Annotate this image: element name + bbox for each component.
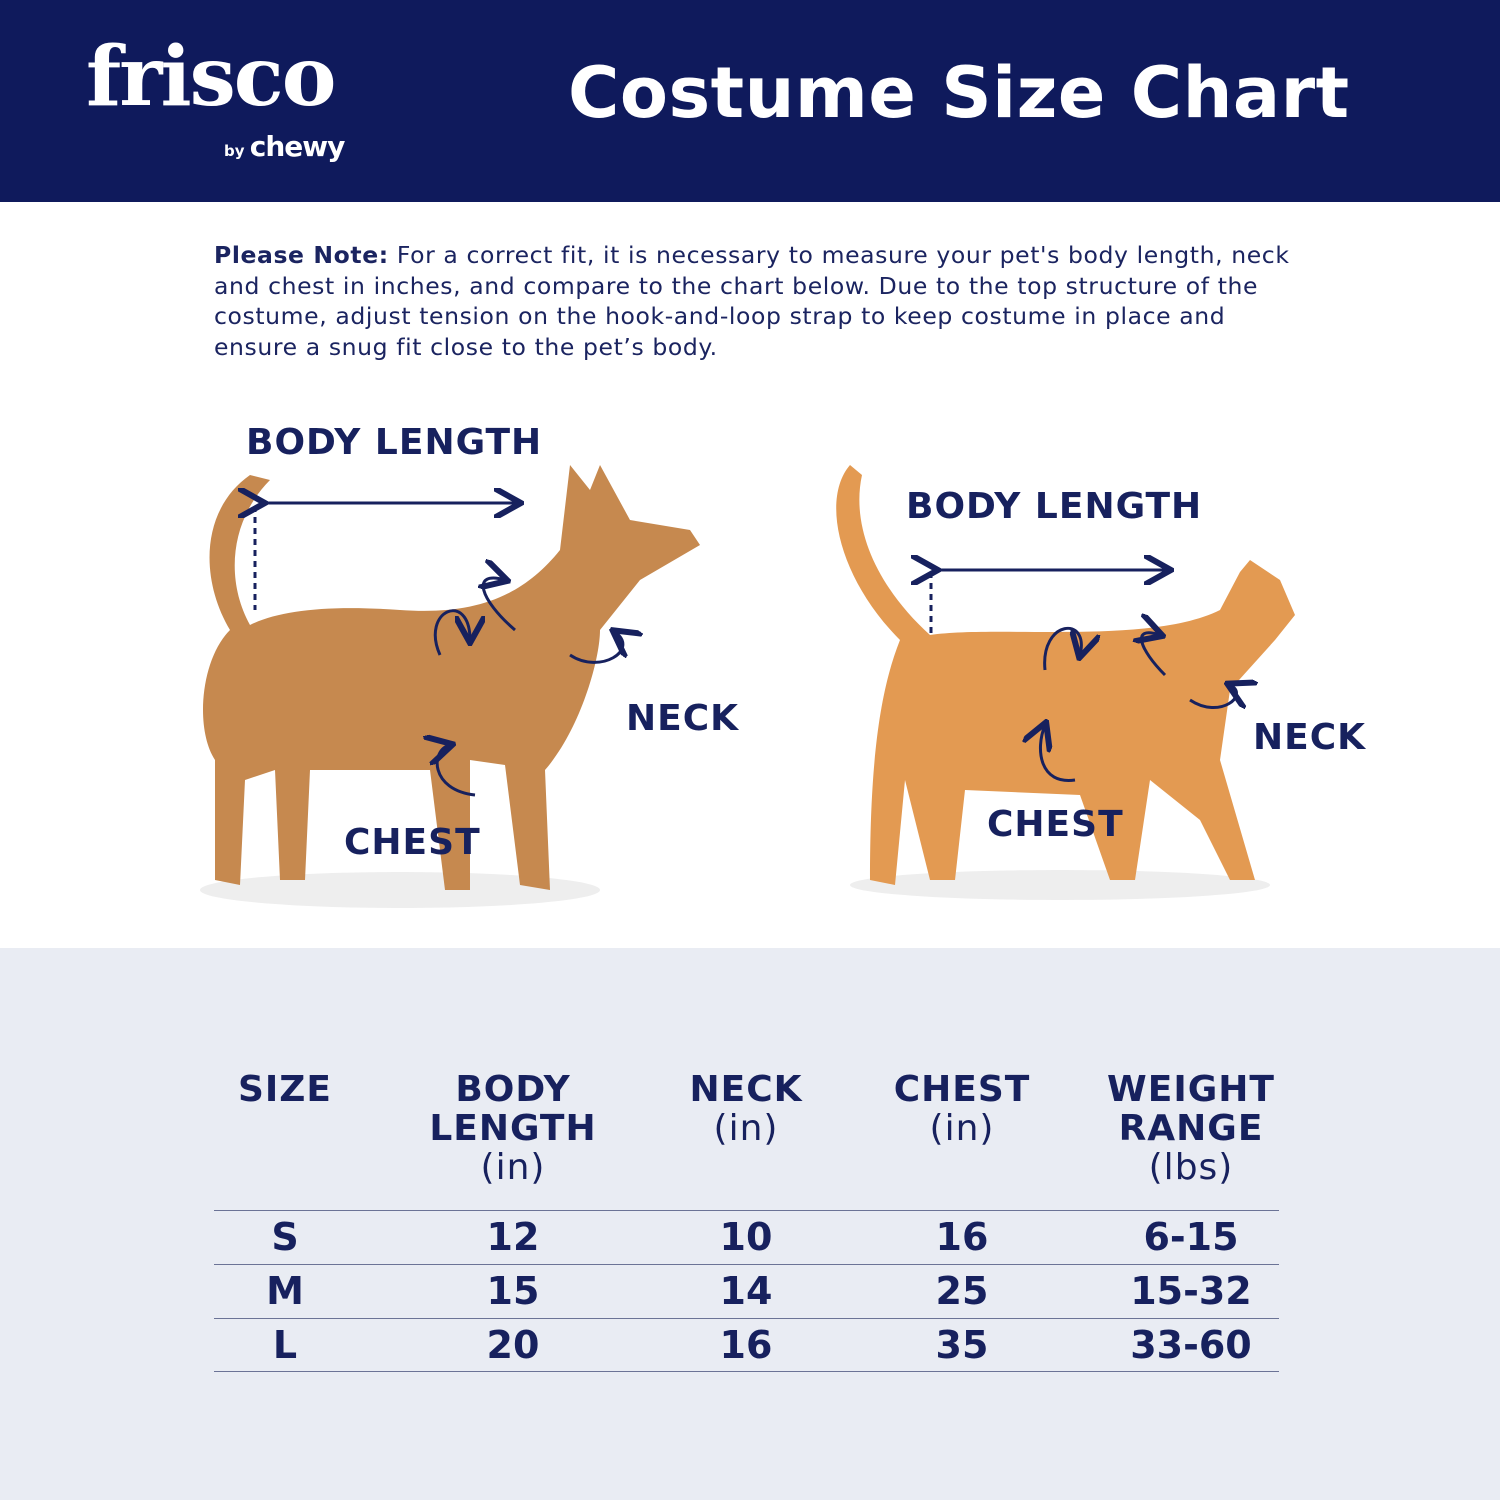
- pet-measurement-illustration: [200, 465, 1295, 908]
- table-cell: 35: [935, 1323, 989, 1367]
- table-cell: S: [271, 1215, 299, 1259]
- table-row: M 15 14 25 15-32: [214, 1264, 1279, 1318]
- table-cell: 15-32: [1130, 1269, 1252, 1313]
- dog-chest-arrow: [437, 745, 476, 797]
- table-row: L 20 16 35 33-60: [214, 1318, 1279, 1372]
- table-cell: M: [266, 1269, 304, 1313]
- table-cell: 6-15: [1143, 1215, 1239, 1259]
- page-title: Costume Size Chart: [568, 52, 1350, 134]
- table-cell: 16: [719, 1323, 773, 1367]
- table-cell: 16: [935, 1215, 989, 1259]
- table-cell: 14: [719, 1269, 773, 1313]
- table-cell: 10: [719, 1215, 773, 1259]
- logo-by: by: [224, 142, 245, 160]
- table-cell: 20: [486, 1323, 540, 1367]
- header-body-length: BODY LENGTH (in): [429, 1069, 597, 1188]
- note-text: For a correct fit, it is necessary to me…: [214, 241, 1290, 361]
- dog-image: [200, 465, 700, 908]
- header-weight-range: WEIGHT RANGE (lbs): [1107, 1069, 1275, 1188]
- note-paragraph: Please Note: For a correct fit, it is ne…: [214, 240, 1294, 362]
- cat-image: [836, 465, 1295, 900]
- frisco-logo: frisco by chewy: [86, 29, 345, 163]
- header-neck: NECK (in): [689, 1069, 803, 1149]
- header-banner: frisco by chewy Costume Size Chart: [0, 0, 1500, 202]
- cat-chest-label: CHEST: [987, 804, 1124, 845]
- cat-chest-arrow: [1040, 725, 1076, 782]
- cat-neck-arrow-upper: [1141, 633, 1165, 677]
- header-chest: CHEST (in): [893, 1069, 1031, 1149]
- header-size: SIZE: [237, 1069, 333, 1110]
- dog-neck-arrow-upper: [483, 578, 516, 632]
- dog-chest-arrow-upper: [433, 609, 470, 656]
- table-cell: 25: [935, 1269, 989, 1313]
- note-label: Please Note:: [214, 241, 389, 269]
- table-cell: L: [272, 1323, 298, 1367]
- size-table-section: [0, 948, 1500, 1500]
- logo-brand: chewy: [249, 130, 346, 163]
- table-row: S 12 10 16 6-15: [214, 1210, 1279, 1264]
- dog-neck-arrow: [569, 632, 623, 664]
- dog-body-length-label: BODY LENGTH: [246, 422, 543, 463]
- table-cell: 33-60: [1130, 1323, 1252, 1367]
- dog-chest-label: CHEST: [344, 822, 481, 863]
- cat-neck-label: NECK: [1253, 717, 1367, 758]
- table-cell: 15: [486, 1269, 540, 1313]
- dog-neck-label: NECK: [626, 698, 740, 739]
- cat-chest-arrow-upper: [1043, 626, 1082, 671]
- cat-body-length-label: BODY LENGTH: [906, 486, 1203, 527]
- table-cell: 12: [486, 1215, 540, 1259]
- cat-neck-arrow: [1189, 685, 1236, 708]
